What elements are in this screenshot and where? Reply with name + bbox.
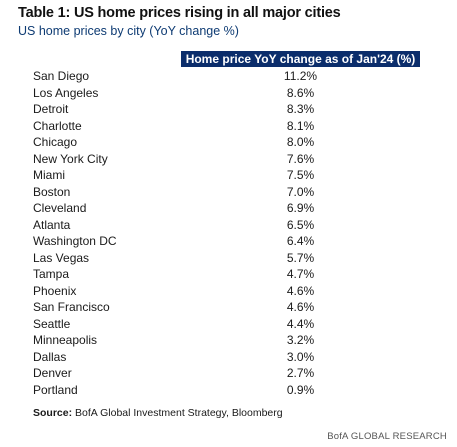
yoy-change-value: 4.7% <box>286 267 315 281</box>
yoy-change-value: 6.4% <box>286 234 315 248</box>
city-name: Detroit <box>33 102 69 116</box>
table-row: Atlanta 6.5% <box>0 217 457 234</box>
source-text: BofA Global Investment Strategy, Bloombe… <box>75 407 283 419</box>
city-name: Charlotte <box>33 118 82 133</box>
table-title: Table 1: US home prices rising in all ma… <box>18 5 341 21</box>
table-row: Miami 7.5% <box>0 167 457 184</box>
column-header-label: Home price YoY change as of Jan'24 (%) <box>185 52 416 66</box>
table-row: Cleveland 6.9% <box>0 200 457 217</box>
yoy-change-value: 7.0% <box>286 184 315 199</box>
yoy-change-value: 5.7% <box>286 250 315 265</box>
yoy-change-value: 7.5% <box>286 168 315 182</box>
yoy-change-value: 11.2% <box>283 69 318 83</box>
city-name: San Diego <box>33 69 90 83</box>
table-subtitle: US home prices by city (YoY change %) <box>18 24 239 38</box>
city-name: Phoenix <box>33 283 77 298</box>
table-row: Phoenix 4.6% <box>0 283 457 300</box>
column-header: Home price YoY change as of Jan'24 (%) <box>181 51 420 67</box>
table-row: Las Vegas 5.7% <box>0 250 457 267</box>
table-row: Los Angeles 8.6% <box>0 85 457 102</box>
source-note: Source: BofA Global Investment Strategy,… <box>33 407 283 419</box>
city-name: Las Vegas <box>33 250 90 265</box>
city-name: Tampa <box>33 267 70 281</box>
table-row: Portland 0.9% <box>0 382 457 399</box>
table-body: San Diego 11.2% Los Angeles 8.6% Detroit 8.3%… <box>0 68 457 398</box>
yoy-change-value: 8.0% <box>286 135 315 149</box>
city-name: Chicago <box>33 135 78 149</box>
city-name: Miami <box>33 168 65 182</box>
city-name: Minneapolis <box>33 333 98 347</box>
table-row: Denver 2.7% <box>0 365 457 382</box>
table-row: Washington DC 6.4% <box>0 233 457 250</box>
table-row: Seattle 4.4% <box>0 316 457 333</box>
yoy-change-value: 4.6% <box>286 283 315 298</box>
table-row: Minneapolis 3.2% <box>0 332 457 349</box>
table-row: Chicago 8.0% <box>0 134 457 151</box>
city-name: Dallas <box>33 349 67 364</box>
yoy-change-value: 0.9% <box>286 382 315 397</box>
yoy-change-value: 2.7% <box>286 366 315 380</box>
city-name: Denver <box>33 366 72 380</box>
table-row: Boston 7.0% <box>0 184 457 201</box>
source-label: Source: <box>33 407 73 419</box>
yoy-change-value: 3.2% <box>286 333 315 347</box>
city-name: Atlanta <box>33 217 71 232</box>
city-name: Boston <box>33 184 71 199</box>
table-row: Tampa 4.7% <box>0 266 457 283</box>
city-name: New York City <box>33 151 108 166</box>
table-row: San Diego 11.2% <box>0 68 457 85</box>
table-row: San Francisco 4.6% <box>0 299 457 316</box>
yoy-change-value: 6.9% <box>286 201 315 215</box>
city-name: Seattle <box>33 316 71 331</box>
table-row: Detroit 8.3% <box>0 101 457 118</box>
city-name: San Francisco <box>33 300 110 314</box>
yoy-change-value: 8.1% <box>286 118 315 133</box>
yoy-change-value: 8.3% <box>286 102 315 116</box>
yoy-change-value: 6.5% <box>286 217 315 232</box>
table-row: Dallas 3.0% <box>0 349 457 366</box>
yoy-change-value: 3.0% <box>286 349 315 364</box>
table-row: New York City 7.6% <box>0 151 457 168</box>
yoy-change-value: 8.6% <box>286 85 315 100</box>
city-name: Los Angeles <box>33 85 99 100</box>
brand-footer: BofA GLOBAL RESEARCH <box>327 431 447 442</box>
yoy-change-value: 4.4% <box>286 316 315 331</box>
city-name: Washington DC <box>33 234 117 248</box>
yoy-change-value: 4.6% <box>286 300 315 314</box>
yoy-change-value: 7.6% <box>286 151 315 166</box>
table-row: Charlotte 8.1% <box>0 118 457 135</box>
city-name: Cleveland <box>33 201 87 215</box>
city-name: Portland <box>33 382 78 397</box>
